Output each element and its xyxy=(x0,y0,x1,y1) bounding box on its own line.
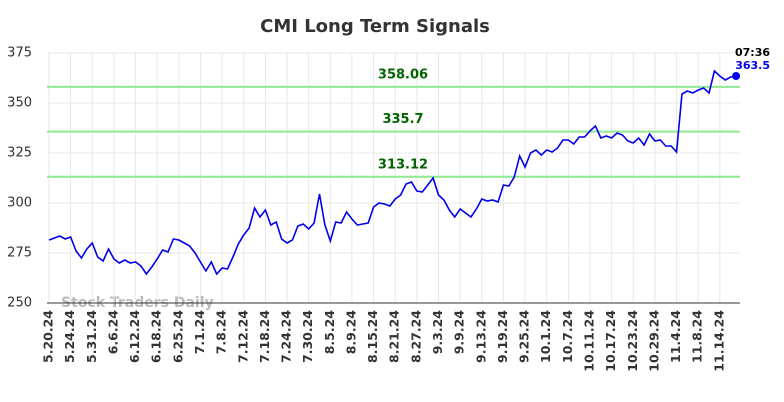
x-tick-label: 5.31.24 xyxy=(84,310,99,363)
y-tick-label: 350 xyxy=(7,96,32,111)
y-tick-label: 300 xyxy=(7,196,32,211)
x-tick-label: 9.25.24 xyxy=(517,310,532,363)
x-tick-label: 11.4.24 xyxy=(668,310,683,363)
x-tick-label: 9.3.24 xyxy=(430,310,445,355)
x-tick-label: 9.13.24 xyxy=(473,310,488,363)
x-tick-label: 10.7.24 xyxy=(560,310,575,363)
x-tick-label: 7.8.24 xyxy=(214,310,229,355)
x-tick-label: 8.21.24 xyxy=(387,310,402,363)
last-time: 07:36 xyxy=(735,46,770,59)
signal-label: 358.06 xyxy=(378,67,428,82)
y-tick-label: 275 xyxy=(7,246,32,261)
x-tick-label: 6.6.24 xyxy=(105,310,120,355)
x-tick-label: 10.11.24 xyxy=(582,310,597,372)
x-tick-label: 7.30.24 xyxy=(300,310,315,363)
price-line xyxy=(48,69,737,276)
x-tick-label: 10.29.24 xyxy=(646,310,661,372)
x-tick-label: 10.1.24 xyxy=(538,310,553,363)
x-tick-label: 8.9.24 xyxy=(343,310,358,355)
x-tick-label: 6.25.24 xyxy=(170,310,185,363)
x-tick-label: 9.9.24 xyxy=(452,310,467,355)
x-tick-label: 11.14.24 xyxy=(711,310,726,372)
signal-label: 313.12 xyxy=(378,157,428,172)
signal-label: 335.7 xyxy=(382,112,423,127)
x-tick-label: 10.23.24 xyxy=(625,310,640,372)
y-tick-label: 325 xyxy=(7,146,32,161)
x-tick-label: 11.8.24 xyxy=(690,310,705,363)
x-tick-label: 8.5.24 xyxy=(322,310,337,355)
last-point xyxy=(732,72,741,80)
x-tick-label: 5.20.24 xyxy=(41,310,56,363)
x-tick-label: 8.27.24 xyxy=(408,310,423,363)
x-tick-label: 7.1.24 xyxy=(192,310,207,355)
last-value: 363.5 xyxy=(735,59,770,72)
x-tick-label: 8.15.24 xyxy=(365,310,380,363)
x-tick-label: 7.18.24 xyxy=(257,310,272,363)
x-tick-label: 6.18.24 xyxy=(149,310,164,363)
chart-title: CMI Long Term Signals xyxy=(260,16,490,37)
x-tick-label: 6.12.24 xyxy=(127,310,142,363)
y-tick-label: 375 xyxy=(7,46,32,61)
x-tick-label: 7.24.24 xyxy=(279,310,294,363)
x-tick-label: 10.17.24 xyxy=(603,310,618,372)
x-tick-label: 7.12.24 xyxy=(235,310,250,363)
x-tick-label: 9.19.24 xyxy=(495,310,510,363)
y-tick-label: 250 xyxy=(7,296,32,311)
x-tick-label: 5.24.24 xyxy=(62,310,77,363)
